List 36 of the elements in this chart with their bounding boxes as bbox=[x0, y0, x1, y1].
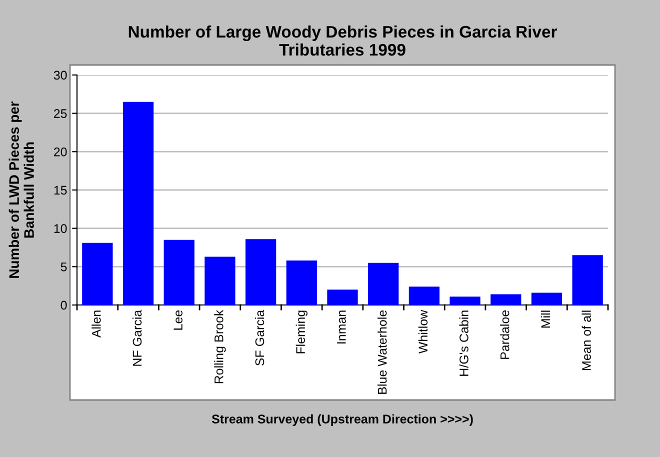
x-tick-label: Whitlow bbox=[418, 310, 428, 354]
bar bbox=[572, 255, 603, 305]
bar bbox=[245, 239, 276, 305]
x-tick-label: Fleming bbox=[296, 310, 308, 354]
bar bbox=[164, 240, 194, 305]
bar bbox=[327, 290, 358, 305]
y-axis-title: Number of LWD Pieces per Bankfull Width bbox=[8, 101, 34, 278]
bar bbox=[122, 102, 154, 305]
y-tick-label: 10 bbox=[54, 224, 67, 233]
x-tick-label: SF Garcia bbox=[254, 310, 264, 366]
x-tick-label: Pardaloe bbox=[500, 310, 510, 359]
x-tick-label: H/G's Cabin bbox=[459, 310, 468, 376]
chart-title: Number of Large Woody Debris Pieces in Garcia River Tributaries 1999 bbox=[128, 25, 557, 56]
bar bbox=[531, 292, 562, 305]
x-tick-label: Mill bbox=[540, 310, 550, 328]
x-tick-label: Rolling Brook bbox=[214, 310, 226, 384]
bar bbox=[82, 242, 113, 305]
bar bbox=[450, 296, 480, 305]
y-tick-label: 5 bbox=[60, 262, 67, 272]
x-tick-label: NF Garcia bbox=[132, 310, 142, 366]
bar bbox=[490, 294, 522, 305]
x-tick-label: Lee bbox=[174, 310, 182, 330]
y-tick-label: 20 bbox=[54, 147, 67, 156]
bar bbox=[408, 286, 440, 305]
bar bbox=[368, 262, 399, 305]
x-axis-title: Stream Surveyed (Upstream Direction >>>>) bbox=[212, 414, 473, 426]
x-tick-label: Allen bbox=[92, 310, 101, 338]
y-tick-label: 25 bbox=[54, 109, 67, 118]
x-tick-label: Inman bbox=[337, 310, 346, 344]
x-tick-label: Blue Waterhole bbox=[378, 310, 387, 394]
bar bbox=[204, 256, 236, 305]
bar bbox=[286, 260, 317, 305]
y-tick-label: 0 bbox=[60, 300, 67, 310]
x-tick-label: Mean of all bbox=[582, 310, 591, 370]
y-tick-label: 30 bbox=[54, 70, 67, 80]
y-tick-label: 15 bbox=[54, 186, 67, 195]
